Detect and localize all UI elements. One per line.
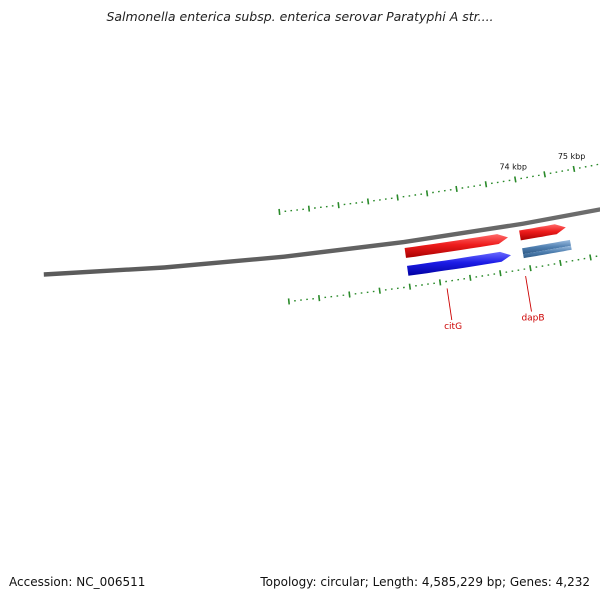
gene-label-citG: citG: [444, 322, 462, 332]
accession-text: Accession: NC_006511: [9, 575, 146, 589]
inner-tick-mark: [514, 176, 517, 183]
outer-tick-mark: [438, 279, 442, 286]
outer-tick-mark: [499, 270, 502, 277]
forward-cds-arrow: [407, 251, 511, 276]
tick-label: 75 kbp: [558, 152, 586, 161]
cog-block: [523, 245, 572, 259]
inner-tick-mark: [307, 205, 311, 212]
topology-summary: Topology: circular; Length: 4,585,229 bp…: [260, 575, 590, 589]
inner-tick-mark: [337, 202, 340, 209]
outer-tick-mark: [287, 298, 290, 305]
inner-tick-mark: [366, 198, 370, 205]
gene-label-dapB: dapB: [521, 313, 544, 323]
tick-label: 74 kbp: [499, 163, 527, 172]
outer-tick-mark: [589, 254, 592, 261]
feature-layer: [404, 224, 572, 276]
inner-tick-mark: [425, 190, 429, 197]
inner-tick-mark: [484, 181, 488, 188]
map-title: Salmonella enterica subsp. enterica sero…: [106, 9, 494, 24]
forward-cds-arrow: [404, 234, 508, 258]
outer-tick-mark: [469, 274, 472, 281]
gene-leader-line: [446, 288, 453, 321]
outer-tick-mark: [408, 283, 412, 290]
outer-tick-mark: [559, 259, 562, 267]
inner-tick-mark: [278, 208, 281, 215]
inner-tick-mark: [396, 194, 399, 201]
forward-cds-arrow: [519, 224, 566, 241]
inner-tick-mark: [572, 165, 576, 173]
inner-tick-mark: [543, 171, 546, 178]
cog-block: [522, 239, 571, 255]
outer-tick-mark: [378, 287, 381, 294]
backbone-layer: [43, 207, 600, 277]
backbone-circle: [43, 207, 600, 277]
outer-tick-mark: [348, 291, 351, 298]
gene-leader-line: [525, 276, 532, 312]
tick-marks: [278, 163, 599, 305]
outer-tick-mark: [318, 295, 321, 302]
inner-tick-mark: [455, 185, 458, 193]
outer-tick-mark: [529, 265, 532, 272]
